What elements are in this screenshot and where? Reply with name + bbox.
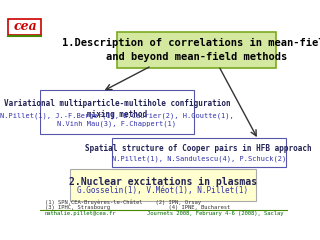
FancyBboxPatch shape [117, 32, 276, 68]
FancyBboxPatch shape [112, 138, 285, 168]
Text: (1) SPN,CEA-Bruyères-le-Châtel    (2) IPN, Orsay: (1) SPN,CEA-Bruyères-le-Châtel (2) IPN, … [45, 200, 201, 205]
Text: 1.Description of correlations in mean-field
and beyond mean-field methods: 1.Description of correlations in mean-fi… [62, 38, 320, 62]
Text: 2.Nuclear excitations in plasmas: 2.Nuclear excitations in plasmas [69, 177, 257, 187]
Text: Spatial structure of Cooper pairs in HFB approach: Spatial structure of Cooper pairs in HFB… [85, 144, 312, 153]
FancyBboxPatch shape [70, 169, 256, 201]
Text: nathalie.pillet@cea.fr: nathalie.pillet@cea.fr [45, 211, 116, 216]
Text: N.Pillet(1), N.Sandulescu(4), P.Schuck(2): N.Pillet(1), N.Sandulescu(4), P.Schuck(2… [112, 155, 286, 162]
Text: N.Pillet(1), J.-F.Berger(1), E.Caurier(2), H.Goutte(1),
N.Vinh Mau(3), F.Chapper: N.Pillet(1), J.-F.Berger(1), E.Caurier(2… [0, 112, 234, 127]
Text: Journets 2008, February 4-6 (2008), Saclay: Journets 2008, February 4-6 (2008), Sacl… [147, 211, 283, 216]
Text: (3) IPHC, Strasbourg                  (4) IPNE, Bucharest: (3) IPHC, Strasbourg (4) IPNE, Bucharest [45, 205, 230, 210]
FancyBboxPatch shape [40, 90, 194, 134]
FancyBboxPatch shape [8, 19, 41, 35]
Text: cea: cea [14, 20, 37, 33]
Text: G.Gosselin(1), V.Méot(1), N.Pillet(1): G.Gosselin(1), V.Méot(1), N.Pillet(1) [77, 186, 248, 195]
Text: Variational multiparticle-multihole configuration
mixing method: Variational multiparticle-multihole conf… [4, 99, 230, 119]
